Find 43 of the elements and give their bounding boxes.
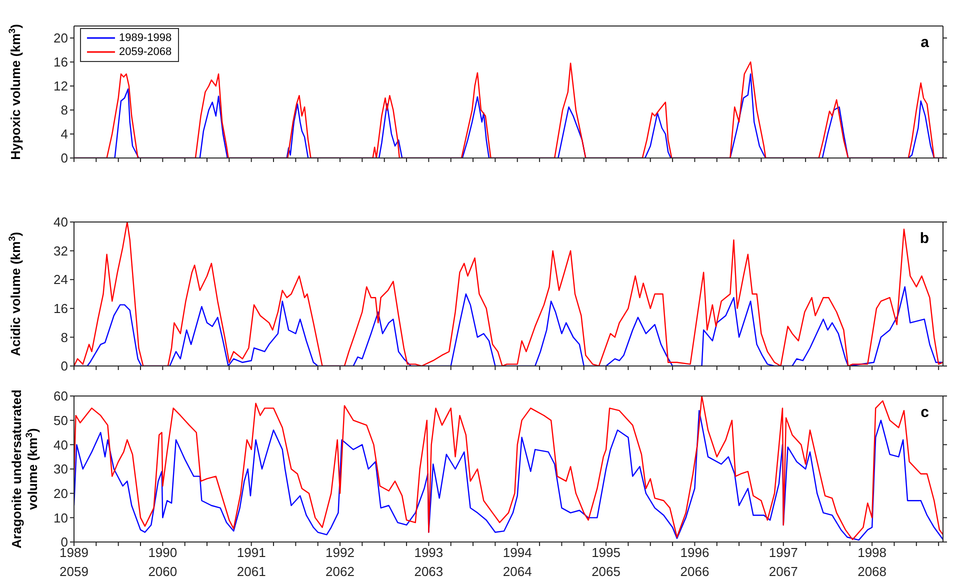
- y-tick-label: 30: [54, 462, 68, 477]
- legend-label: 1989-1998: [119, 31, 172, 45]
- annotation: b: [920, 230, 929, 247]
- y-tick-label: 32: [54, 243, 68, 258]
- y-tick-label: 8: [60, 102, 68, 118]
- x-tick-label: 1992: [326, 545, 354, 560]
- legend-label: 2059-2068: [119, 45, 172, 59]
- x-tick-label: 1995: [592, 545, 620, 560]
- y-tick-label: 40: [54, 437, 68, 452]
- y-tick-label: 50: [54, 412, 68, 428]
- x2-tick-label: 2060: [148, 564, 178, 579]
- x-tick-label: 1993: [414, 545, 444, 560]
- x2-tick-label: 2067: [768, 564, 798, 579]
- x-tick-label: 1990: [148, 545, 178, 560]
- x2-tick-label: 2062: [326, 564, 354, 579]
- x2-tick-label: 2068: [858, 564, 887, 579]
- y-tick-label: 16: [54, 301, 68, 316]
- y-tick-label: 16: [54, 54, 68, 70]
- annotation: a: [920, 34, 929, 51]
- y-tick-label: 8: [60, 330, 68, 345]
- y-tick-label: 0: [60, 150, 68, 166]
- x-tick-label: 1994: [502, 545, 532, 560]
- x-tick-label: 1991: [236, 545, 266, 560]
- y-tick-label: 60: [54, 388, 68, 404]
- x-tick-label: 1998: [858, 545, 887, 560]
- y-tick-label: 24: [54, 272, 68, 288]
- x-tick-label: 1989: [60, 545, 88, 560]
- x-tick-label: 1996: [680, 545, 710, 560]
- y-tick-label: 0: [60, 358, 68, 374]
- y-tick-label: 12: [54, 78, 68, 94]
- annotation: c: [920, 404, 929, 421]
- x2-tick-label: 2066: [680, 564, 710, 579]
- x2-tick-label: 2061: [236, 564, 266, 579]
- x2-tick-label: 2064: [502, 564, 532, 579]
- y-tick-label: 40: [54, 214, 68, 230]
- y-tick-label: 20: [54, 30, 68, 46]
- x2-tick-label: 2063: [414, 564, 444, 579]
- x2-tick-label: 2059: [60, 564, 88, 579]
- x2-tick-label: 2065: [592, 564, 620, 579]
- y-tick-label: 10: [54, 510, 68, 526]
- y-tick-label: 4: [60, 126, 68, 142]
- y-tick-label: 20: [54, 486, 68, 501]
- x-tick-label: 1997: [768, 545, 798, 560]
